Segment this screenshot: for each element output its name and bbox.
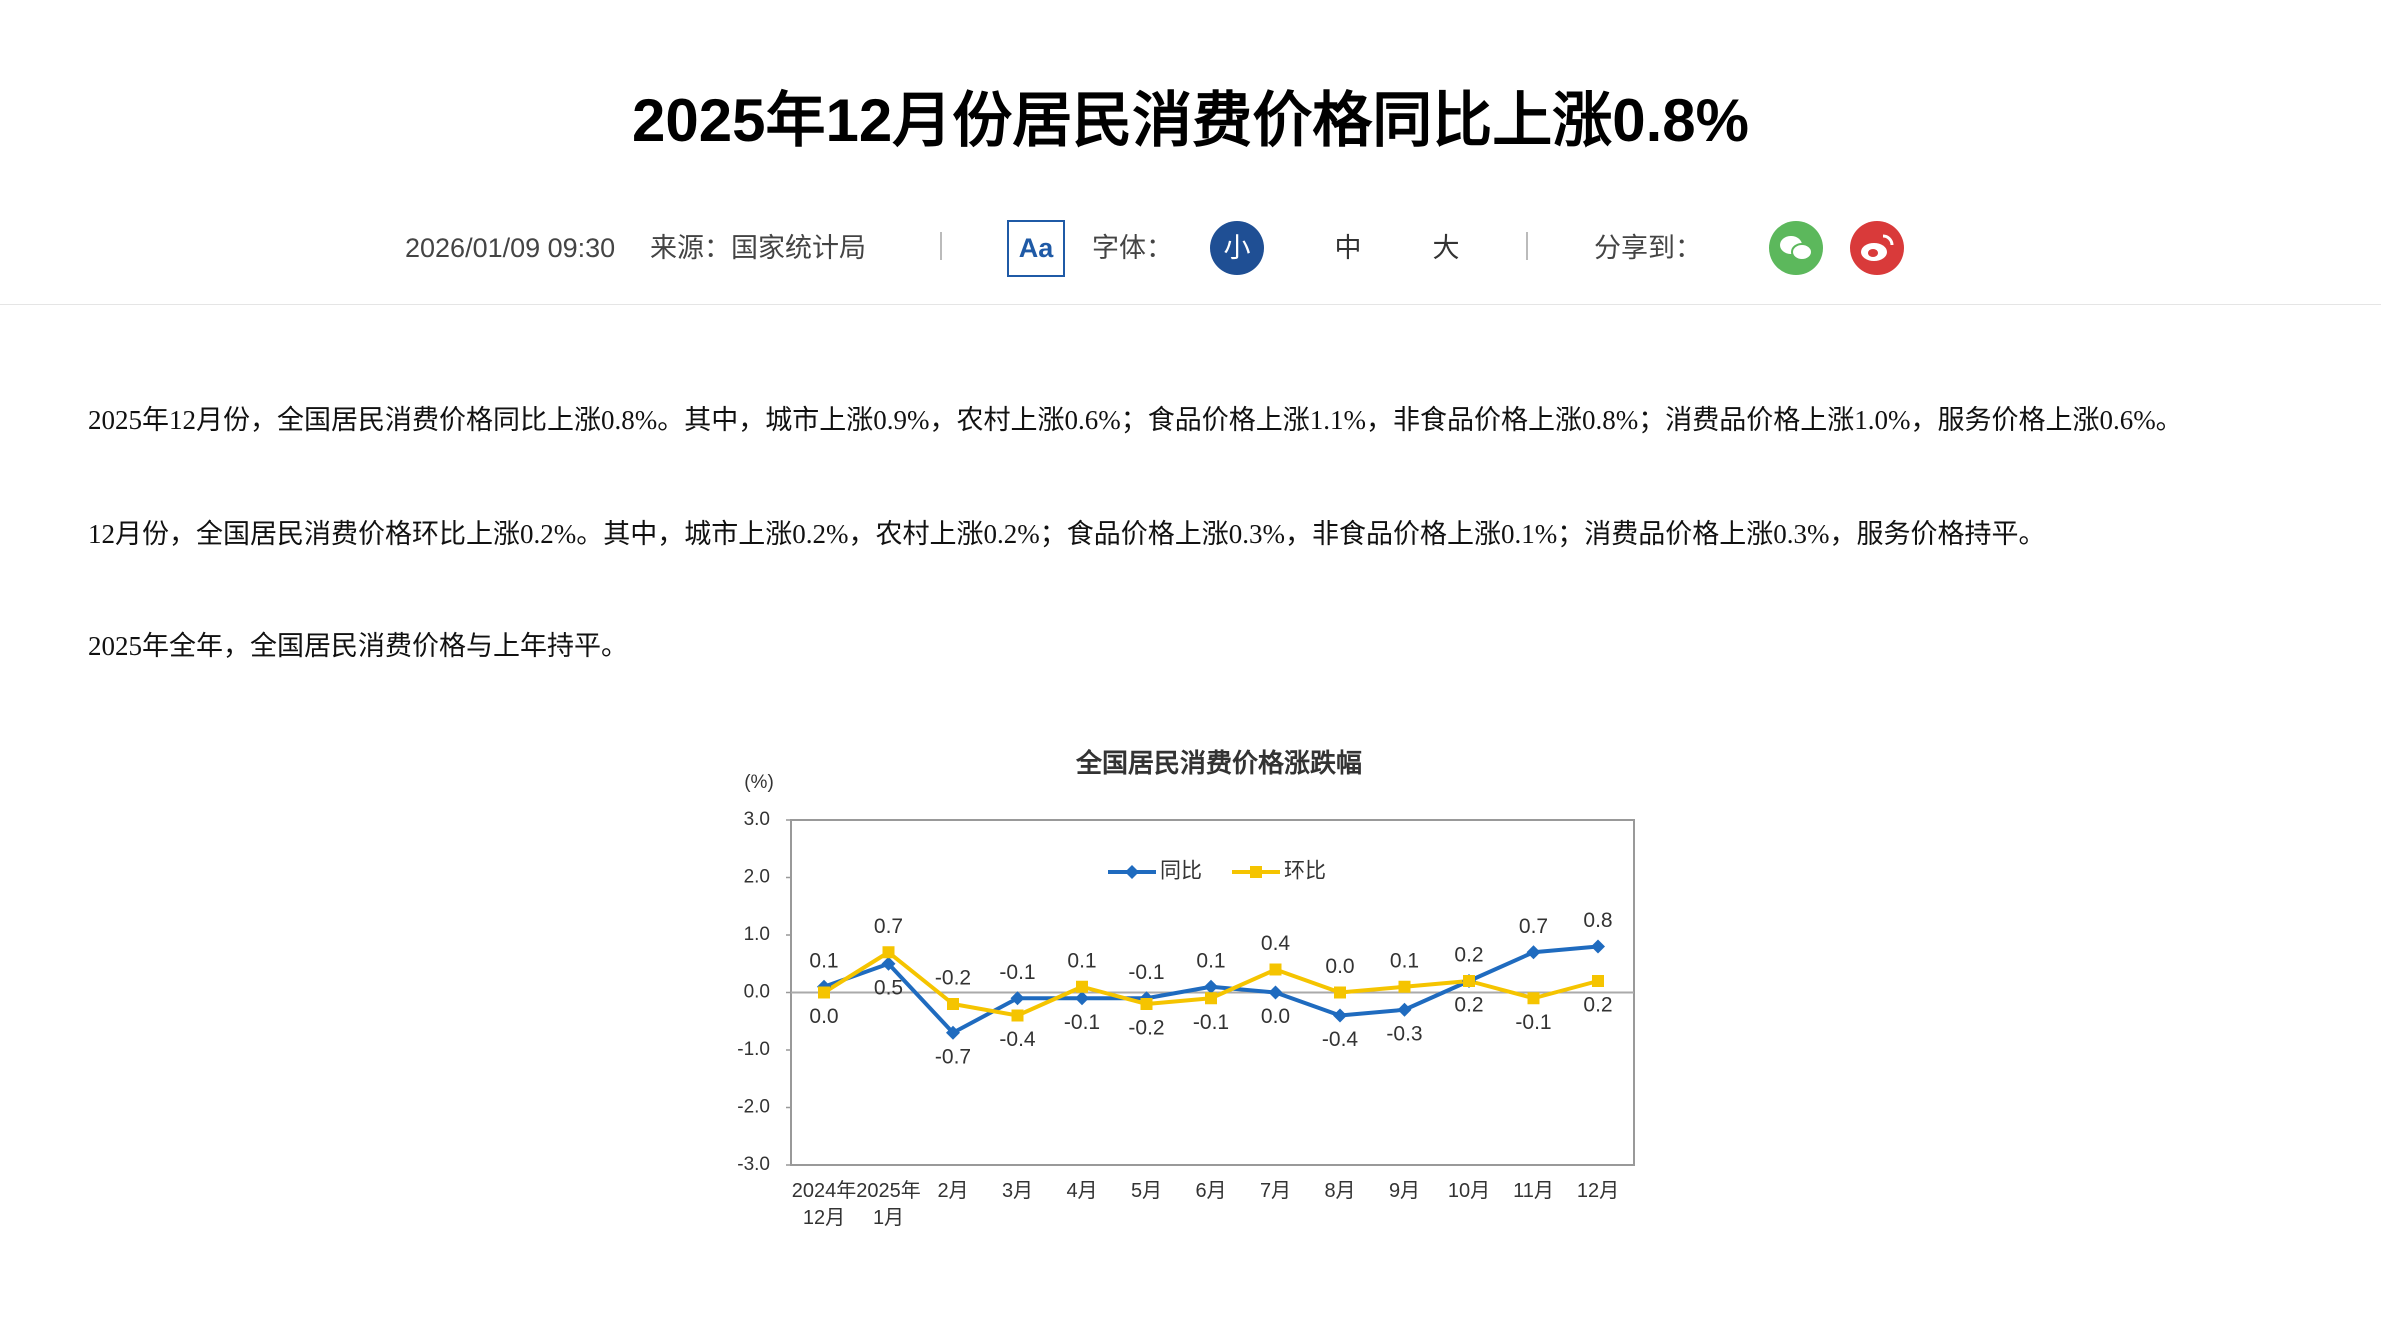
data-label: 0.1 (1196, 949, 1225, 972)
y-tick-label: -3.0 (737, 1154, 770, 1175)
legend-label: 环比 (1284, 860, 1326, 883)
publish-date: 2026/01/09 09:30 (405, 233, 616, 263)
wechat-share[interactable] (1769, 221, 1823, 275)
divider (0, 304, 2381, 305)
data-label: 0.0 (1325, 955, 1354, 978)
article-title: 2025年12月份居民消费价格同比上涨0.8% (632, 87, 1749, 154)
point (1527, 992, 1540, 1005)
font-small[interactable]: 小 (1210, 221, 1264, 275)
data-label: -0.4 (1322, 1028, 1359, 1051)
data-label: 0.8 (1583, 909, 1612, 932)
data-label: 0.1 (809, 949, 838, 972)
point (1463, 975, 1475, 987)
point (1333, 1008, 1347, 1023)
x-tick-label: 2025年 1月 (856, 1180, 921, 1229)
font-medium[interactable]: 中 (1334, 233, 1362, 263)
font-label: 字体： (1092, 233, 1173, 263)
x-tick-label: 2024年 12月 (791, 1180, 857, 1229)
x-tick-label: 7月 (1259, 1180, 1292, 1202)
x-tick-label: 12月 (1576, 1180, 1620, 1202)
point (881, 956, 896, 971)
point (1011, 1009, 1024, 1022)
x-tick-label: 4月 (1066, 1180, 1098, 1202)
data-label: -0.1 (1128, 961, 1164, 984)
point (1397, 1002, 1412, 1017)
data-label: -0.2 (1128, 1017, 1164, 1040)
x-tick-label: 3月 (1001, 1180, 1034, 1202)
data-label: -0.4 (999, 1028, 1036, 1051)
point (1075, 991, 1089, 1006)
data-label: 0.0 (1261, 1005, 1290, 1028)
data-label: 0.7 (874, 915, 903, 938)
font-large[interactable]: 大 (1432, 233, 1460, 263)
data-label: -0.3 (1386, 1022, 1422, 1045)
point (1591, 939, 1605, 954)
point (1398, 980, 1411, 993)
data-label: -0.2 (935, 967, 971, 990)
legend-marker (1250, 866, 1262, 878)
data-label: -0.7 (935, 1045, 971, 1068)
x-tick-label: 9月 (1388, 1180, 1421, 1202)
data-label: -0.1 (1064, 1011, 1100, 1034)
y-tick-label: -1.0 (737, 1039, 770, 1060)
share-label: 分享到： (1594, 233, 1702, 263)
data-label: 0.2 (1583, 994, 1612, 1017)
paragraph: 2025年全年，全国居民消费价格与上年持平。 (88, 631, 628, 661)
paragraph: 12月份，全国居民消费价格环比上涨0.2%。其中，城市上涨0.2%，农村上涨0.… (88, 519, 2046, 549)
source: 来源：国家统计局 (650, 233, 866, 263)
legend-marker (1125, 865, 1139, 879)
data-label: -0.1 (999, 961, 1035, 984)
point (1205, 992, 1217, 1005)
point (1268, 985, 1283, 1000)
data-label: -0.1 (1515, 1011, 1551, 1034)
data-label: 0.4 (1261, 932, 1291, 955)
data-label: -0.1 (1193, 1011, 1229, 1034)
x-tick-label: 2月 (937, 1180, 969, 1202)
point (946, 1025, 960, 1040)
y-tick-label: 1.0 (744, 924, 770, 945)
y-tick-label: 0.0 (744, 982, 770, 1003)
share-icons (1769, 221, 1904, 275)
data-label: 0.5 (874, 976, 903, 999)
x-tick-label: 6月 (1195, 1180, 1227, 1202)
point (1334, 986, 1346, 999)
point (1204, 979, 1218, 994)
data-label: 0.7 (1519, 915, 1548, 938)
separator (940, 232, 942, 260)
paragraph: 2025年12月份，全国居民消费价格同比上涨0.8%。其中，城市上涨0.9%，农… (88, 405, 2183, 435)
point (947, 998, 959, 1010)
point (1076, 980, 1088, 993)
data-label: 0.1 (1067, 949, 1096, 972)
font-icon: Aa (1007, 220, 1065, 277)
point (1269, 963, 1282, 976)
x-tick-label: 10月 (1447, 1180, 1491, 1202)
y-axis-label: (%) (744, 772, 774, 793)
point (818, 986, 830, 999)
point (1592, 975, 1604, 987)
point (1526, 945, 1541, 960)
legend-label: 同比 (1160, 860, 1202, 883)
y-tick-label: 2.0 (744, 867, 770, 888)
y-tick-label: 3.0 (744, 809, 770, 830)
data-label: 0.0 (809, 1005, 838, 1028)
chart-title: 全国居民消费价格涨跌幅 (1075, 748, 1362, 778)
data-label: 0.2 (1454, 994, 1483, 1017)
weibo-share[interactable] (1850, 221, 1904, 275)
point (882, 946, 895, 959)
y-tick-label: -2.0 (737, 1097, 770, 1118)
x-tick-label: 5月 (1130, 1180, 1163, 1202)
point (1010, 991, 1025, 1006)
data-label: 0.2 (1454, 944, 1483, 967)
separator (1526, 232, 1528, 260)
x-tick-label: 11月 (1513, 1180, 1554, 1202)
data-label: 0.1 (1390, 949, 1419, 972)
x-tick-label: 8月 (1324, 1180, 1356, 1202)
point (1140, 998, 1153, 1010)
